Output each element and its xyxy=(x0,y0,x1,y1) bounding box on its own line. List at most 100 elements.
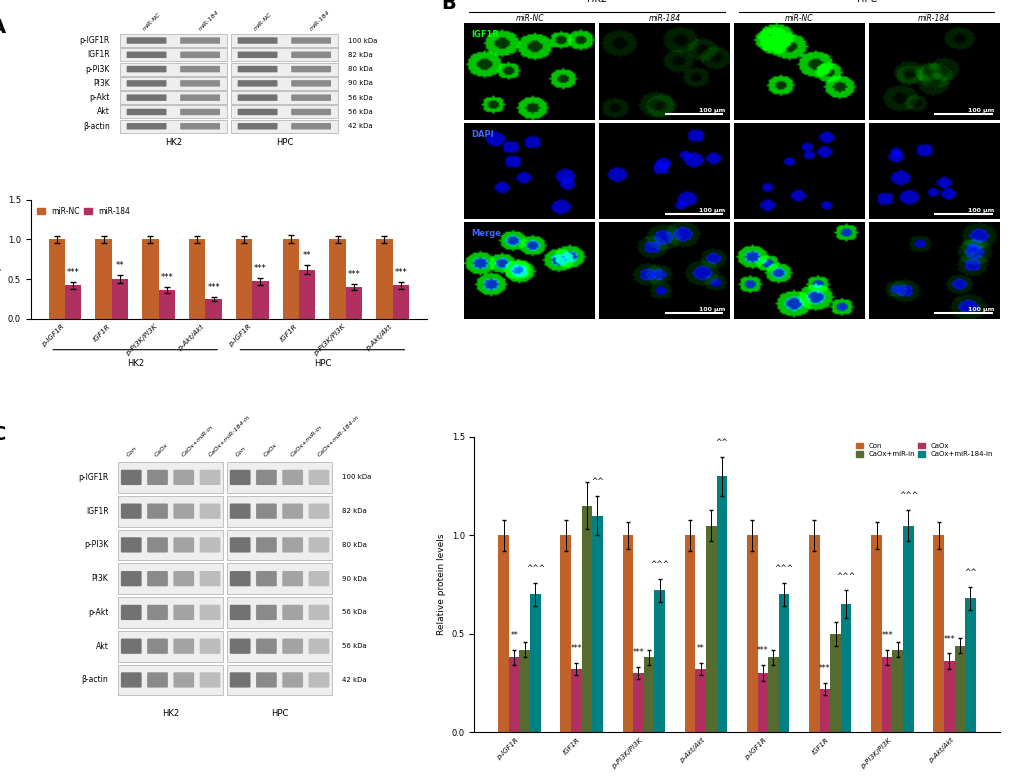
Text: ^^^: ^^^ xyxy=(649,560,668,569)
FancyBboxPatch shape xyxy=(237,94,277,101)
Bar xyxy=(633,673,643,732)
FancyBboxPatch shape xyxy=(147,672,168,688)
FancyBboxPatch shape xyxy=(180,37,220,44)
Text: PI3K: PI3K xyxy=(93,79,110,88)
Text: PI3K: PI3K xyxy=(92,574,108,583)
Bar xyxy=(643,657,654,732)
Bar xyxy=(159,290,175,319)
Text: HK2: HK2 xyxy=(126,359,144,368)
Text: 56 kDa: 56 kDa xyxy=(341,609,366,615)
FancyBboxPatch shape xyxy=(180,94,220,101)
FancyBboxPatch shape xyxy=(230,105,337,118)
FancyBboxPatch shape xyxy=(230,34,337,47)
FancyBboxPatch shape xyxy=(290,66,331,72)
Bar xyxy=(840,605,851,732)
FancyBboxPatch shape xyxy=(309,538,329,552)
Text: **: ** xyxy=(696,644,704,654)
FancyBboxPatch shape xyxy=(119,34,226,47)
Bar xyxy=(902,526,913,732)
Text: HPC: HPC xyxy=(271,709,288,717)
FancyBboxPatch shape xyxy=(230,120,337,132)
Text: Con: Con xyxy=(235,446,248,457)
FancyBboxPatch shape xyxy=(121,672,142,688)
Bar xyxy=(530,594,540,732)
Text: **: ** xyxy=(115,261,124,270)
FancyBboxPatch shape xyxy=(118,631,223,661)
Bar xyxy=(559,535,571,732)
Text: miR-NC: miR-NC xyxy=(142,12,162,32)
FancyBboxPatch shape xyxy=(309,503,329,519)
FancyBboxPatch shape xyxy=(237,80,277,86)
Text: 56 kDa: 56 kDa xyxy=(341,643,366,649)
Bar xyxy=(819,689,829,732)
Legend: Con, CaOx+miR-in, CaOx, CaOx+miR-184-in: Con, CaOx+miR-in, CaOx, CaOx+miR-184-in xyxy=(852,440,996,460)
FancyBboxPatch shape xyxy=(200,672,220,688)
FancyBboxPatch shape xyxy=(200,503,220,519)
Text: miR-NC: miR-NC xyxy=(253,12,273,32)
Text: ^^: ^^ xyxy=(591,477,603,486)
FancyBboxPatch shape xyxy=(282,538,303,552)
FancyBboxPatch shape xyxy=(147,571,168,587)
FancyBboxPatch shape xyxy=(173,672,194,688)
FancyBboxPatch shape xyxy=(309,605,329,620)
Bar xyxy=(944,661,954,732)
FancyBboxPatch shape xyxy=(119,105,226,118)
FancyBboxPatch shape xyxy=(118,462,223,493)
FancyBboxPatch shape xyxy=(229,571,251,587)
Text: IGF1R: IGF1R xyxy=(86,506,108,516)
FancyBboxPatch shape xyxy=(256,639,276,654)
FancyBboxPatch shape xyxy=(200,470,220,485)
FancyBboxPatch shape xyxy=(282,605,303,620)
FancyBboxPatch shape xyxy=(126,37,166,44)
Text: ***: *** xyxy=(570,644,582,654)
FancyBboxPatch shape xyxy=(126,66,166,72)
Legend: miR-NC, miR-184: miR-NC, miR-184 xyxy=(35,203,132,219)
Text: CaOx+miR-184-in: CaOx+miR-184-in xyxy=(208,414,252,457)
Bar xyxy=(808,535,819,732)
FancyBboxPatch shape xyxy=(121,470,142,485)
Text: **: ** xyxy=(510,631,518,640)
Bar xyxy=(345,287,362,319)
Bar xyxy=(767,657,777,732)
FancyBboxPatch shape xyxy=(118,530,223,560)
Bar xyxy=(252,281,268,319)
Text: miR-184: miR-184 xyxy=(198,10,220,32)
FancyBboxPatch shape xyxy=(173,503,194,519)
Text: ***: *** xyxy=(394,269,407,277)
FancyBboxPatch shape xyxy=(229,605,251,620)
Bar xyxy=(571,669,581,732)
FancyBboxPatch shape xyxy=(118,664,223,696)
Text: ***: *** xyxy=(207,283,220,292)
Text: β-actin: β-actin xyxy=(82,675,108,685)
Bar xyxy=(498,535,508,732)
Text: 82 kDa: 82 kDa xyxy=(347,52,372,58)
Text: ***: *** xyxy=(632,648,644,657)
Text: HPC: HPC xyxy=(856,0,876,4)
Text: Akt: Akt xyxy=(97,108,110,117)
FancyBboxPatch shape xyxy=(118,597,223,628)
Text: p-PI3K: p-PI3K xyxy=(84,541,108,549)
Text: IGF1R: IGF1R xyxy=(471,30,498,39)
FancyBboxPatch shape xyxy=(173,538,194,552)
Text: ^^^: ^^^ xyxy=(525,564,544,573)
Text: Akt: Akt xyxy=(96,642,108,650)
Bar xyxy=(777,594,789,732)
Y-axis label: Relative protein levels: Relative protein levels xyxy=(0,209,2,310)
Text: HPC: HPC xyxy=(275,139,292,147)
Bar xyxy=(932,535,944,732)
Text: ^^: ^^ xyxy=(714,438,728,446)
Bar xyxy=(892,650,902,732)
FancyBboxPatch shape xyxy=(290,37,331,44)
Y-axis label: Relative protein levels: Relative protein levels xyxy=(436,534,445,636)
FancyBboxPatch shape xyxy=(227,462,332,493)
Bar xyxy=(954,646,964,732)
Text: B: B xyxy=(440,0,455,13)
Bar xyxy=(508,657,519,732)
FancyBboxPatch shape xyxy=(200,538,220,552)
FancyBboxPatch shape xyxy=(229,470,251,485)
Bar xyxy=(695,669,705,732)
FancyBboxPatch shape xyxy=(227,563,332,594)
FancyBboxPatch shape xyxy=(119,77,226,90)
Title: miR-NC: miR-NC xyxy=(785,13,813,23)
FancyBboxPatch shape xyxy=(173,639,194,654)
